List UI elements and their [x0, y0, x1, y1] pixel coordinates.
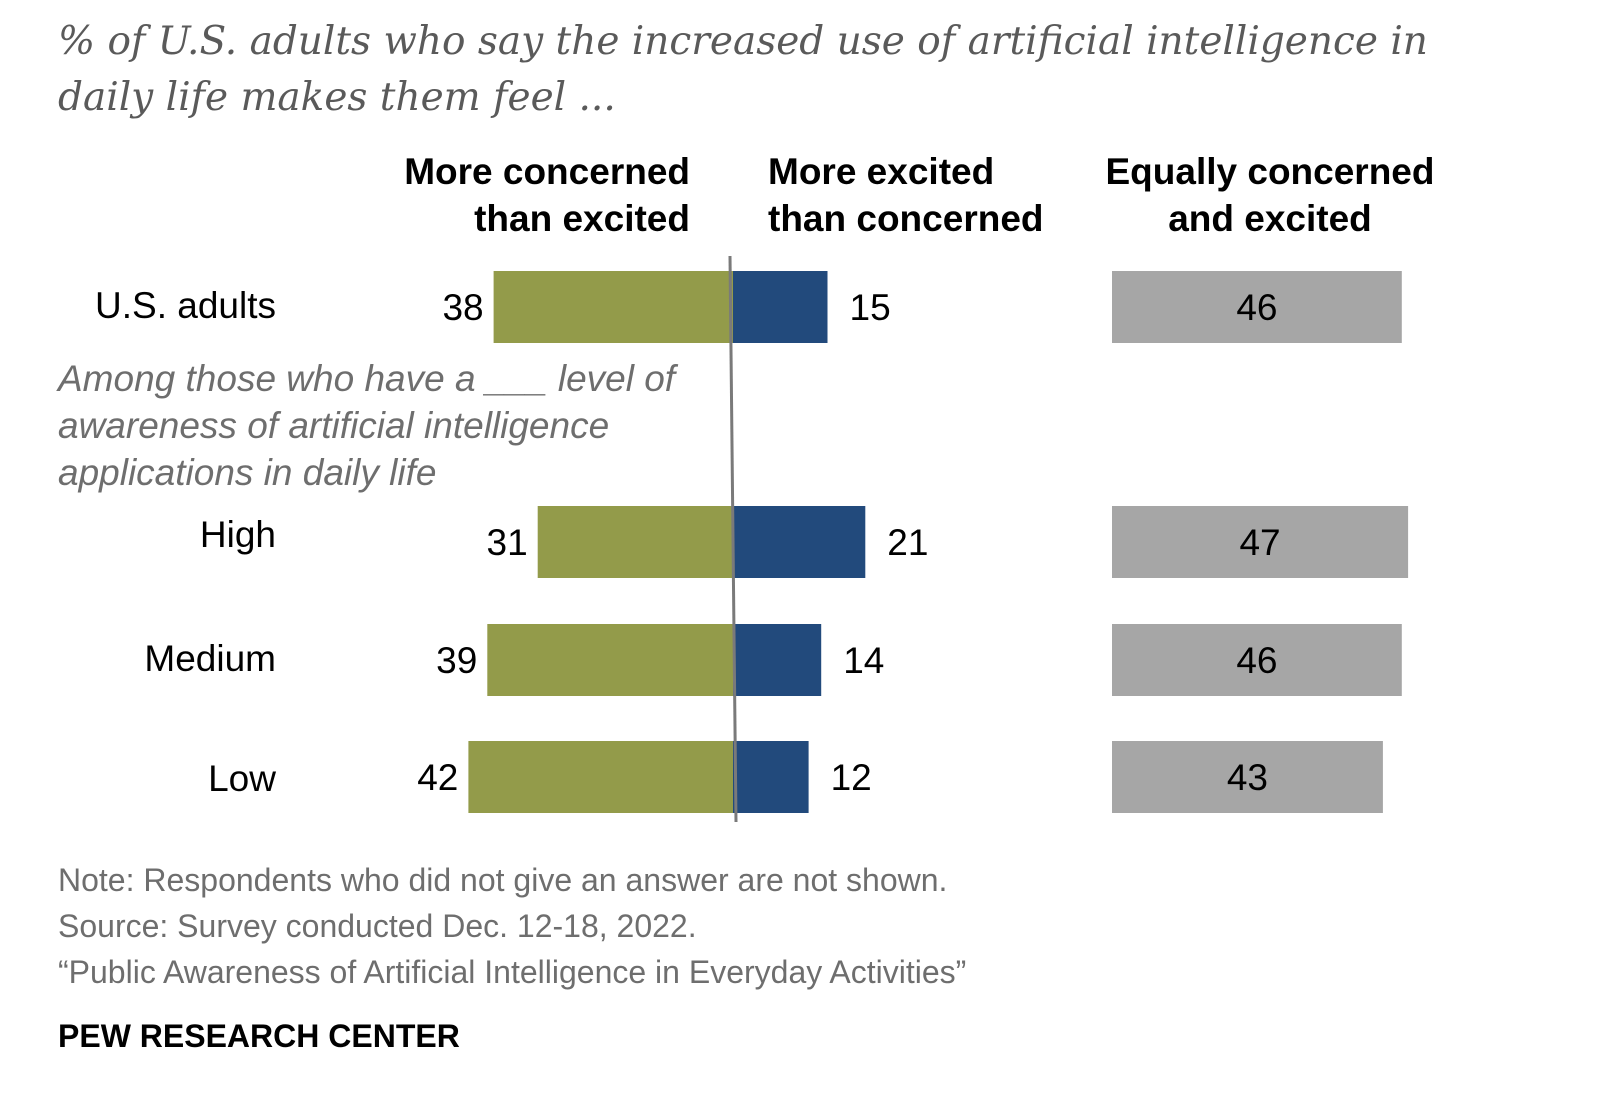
- group-label: Among those who have a ___ level of awar…: [58, 358, 676, 493]
- bar-more-concerned: [487, 624, 733, 696]
- column-header-line: than excited: [474, 198, 690, 239]
- value-label-equally: 46: [1236, 640, 1277, 681]
- value-label-more-concerned: 31: [487, 522, 528, 563]
- value-label-more-excited: 12: [831, 757, 872, 798]
- value-label-more-excited: 14: [843, 640, 884, 681]
- value-label-equally: 43: [1227, 757, 1268, 798]
- row-label-high: High: [199, 514, 276, 555]
- column-header-line: Equally concerned: [1105, 151, 1435, 192]
- column-header-line: than concerned: [768, 198, 1044, 239]
- center-divider-line: [728, 255, 738, 823]
- bar-equally: [1112, 506, 1409, 578]
- bar-more-concerned: [493, 271, 733, 343]
- brand-logo-text: PEW RESEARCH CENTER: [58, 1018, 460, 1054]
- source-text: Source: Survey conducted Dec. 12-18, 202…: [58, 908, 697, 944]
- value-label-more-concerned: 42: [417, 757, 458, 798]
- bar-more-concerned: [537, 506, 733, 578]
- chart-subtitle: % of U.S. adults who say the increased u…: [58, 19, 1428, 120]
- value-label-more-concerned: 38: [442, 287, 483, 328]
- row-label-low: Low: [208, 758, 276, 799]
- value-label-more-excited: 15: [850, 287, 891, 328]
- bar-more-excited: [733, 271, 828, 343]
- bar-equally: [1112, 741, 1383, 813]
- value-label-equally: 46: [1236, 287, 1277, 328]
- value-label-more-concerned: 39: [436, 640, 477, 681]
- column-header-more-concerned: More concerned than excited: [360, 148, 690, 242]
- bar-more-concerned: [468, 741, 733, 813]
- report-title: “Public Awareness of Artificial Intellig…: [58, 954, 967, 990]
- bar-more-excited: [733, 741, 809, 813]
- bar-more-excited: [733, 506, 866, 578]
- row-label-medium: Medium: [144, 638, 276, 679]
- bar-equally: [1112, 624, 1402, 696]
- note-text: Note: Respondents who did not give an an…: [58, 862, 948, 898]
- value-label-more-excited: 21: [887, 522, 928, 563]
- column-header-equally: Equally concerned and excited: [1100, 148, 1440, 242]
- row-label-us-adults: U.S. adults: [95, 285, 276, 326]
- column-header-line: More concerned: [404, 151, 690, 192]
- bar-equally: [1112, 271, 1402, 343]
- column-header-line: More excited: [768, 151, 995, 192]
- value-label-equally: 47: [1239, 522, 1280, 563]
- bar-more-excited: [733, 624, 822, 696]
- column-header-more-excited: More excited than concerned: [768, 148, 1088, 242]
- column-header-line: and excited: [1168, 198, 1372, 239]
